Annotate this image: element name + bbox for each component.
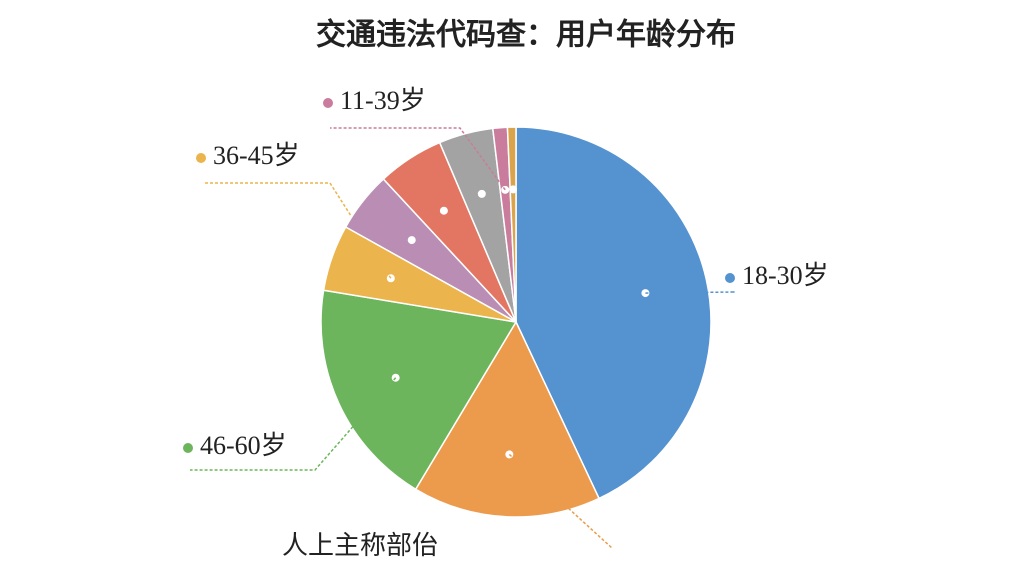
slice-dot bbox=[407, 236, 416, 245]
slice-label: 11-39岁 bbox=[340, 86, 426, 115]
slice-label: 36-45岁 bbox=[213, 141, 300, 170]
pie-slice bbox=[320, 289, 518, 491]
legend-dot bbox=[725, 273, 735, 283]
leader-line bbox=[190, 377, 397, 471]
slice-label: 46-60岁 bbox=[200, 431, 287, 460]
leader-line bbox=[508, 453, 613, 549]
pie-slice bbox=[515, 126, 712, 500]
legend-dot bbox=[323, 98, 333, 108]
slice-label: 18-30岁 bbox=[742, 261, 829, 290]
slice-dot bbox=[477, 189, 486, 198]
legend-dot bbox=[183, 443, 193, 453]
pie-slice bbox=[414, 320, 601, 518]
leader-line bbox=[645, 291, 736, 294]
slice-dot bbox=[439, 206, 448, 215]
slice-label: 人上主称部佁 bbox=[282, 531, 438, 560]
slice-dot bbox=[509, 185, 518, 194]
legend-dot bbox=[196, 153, 206, 163]
chart-title: 交通违法代码查：用户年龄分布 bbox=[316, 18, 736, 53]
leader-line bbox=[330, 127, 506, 191]
leader-line bbox=[203, 182, 392, 279]
pie-slice bbox=[506, 126, 517, 323]
